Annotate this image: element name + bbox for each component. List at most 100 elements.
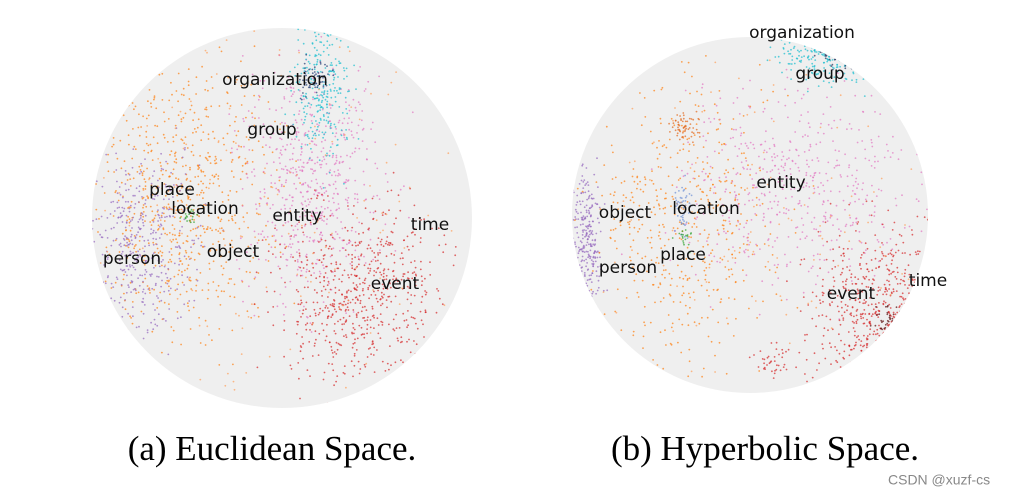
point xyxy=(585,182,588,185)
point xyxy=(771,254,774,256)
point xyxy=(224,384,227,387)
point xyxy=(849,298,851,301)
point xyxy=(777,168,780,171)
point xyxy=(141,261,144,263)
point xyxy=(742,166,744,169)
point xyxy=(313,345,316,347)
point xyxy=(697,105,700,107)
point xyxy=(310,274,313,277)
point xyxy=(240,84,243,87)
point xyxy=(864,359,866,361)
point xyxy=(141,274,144,277)
point xyxy=(763,107,766,110)
point xyxy=(336,208,338,211)
point xyxy=(326,90,329,93)
point xyxy=(155,238,158,241)
point xyxy=(370,260,373,263)
point xyxy=(313,97,316,100)
point xyxy=(326,40,329,43)
point xyxy=(354,193,356,195)
point xyxy=(856,57,859,59)
point xyxy=(829,190,832,193)
point xyxy=(802,186,805,189)
point xyxy=(295,121,298,124)
point xyxy=(637,296,640,298)
point xyxy=(593,173,596,176)
point xyxy=(425,291,428,294)
point xyxy=(146,167,149,170)
point xyxy=(126,257,129,259)
point xyxy=(392,318,395,321)
point xyxy=(325,244,328,247)
point xyxy=(862,317,865,319)
point xyxy=(305,134,307,137)
point xyxy=(154,284,157,287)
point xyxy=(302,182,305,185)
point xyxy=(361,306,364,309)
point xyxy=(347,46,349,48)
point xyxy=(762,219,764,222)
point xyxy=(241,164,244,167)
point xyxy=(776,155,779,157)
point xyxy=(167,208,170,211)
point xyxy=(800,97,803,100)
point xyxy=(369,319,372,321)
point xyxy=(160,271,163,274)
point xyxy=(808,197,811,200)
point xyxy=(361,110,364,112)
point xyxy=(745,222,748,225)
point xyxy=(681,294,684,297)
point xyxy=(857,49,859,51)
point xyxy=(180,118,183,120)
point xyxy=(681,124,683,127)
point xyxy=(247,245,250,248)
point xyxy=(689,123,692,125)
point xyxy=(346,154,348,157)
point xyxy=(835,165,837,167)
point xyxy=(326,100,329,103)
point xyxy=(723,143,725,145)
point xyxy=(588,289,590,292)
point xyxy=(824,50,827,53)
point xyxy=(577,252,580,255)
point xyxy=(832,248,834,251)
point xyxy=(154,309,156,311)
point xyxy=(311,355,314,357)
point xyxy=(320,101,323,104)
point xyxy=(134,148,137,151)
point xyxy=(272,132,275,135)
point xyxy=(817,85,820,87)
point xyxy=(849,265,852,267)
point xyxy=(142,297,145,300)
point xyxy=(281,235,283,238)
point xyxy=(725,169,727,172)
point xyxy=(810,71,813,74)
point xyxy=(926,208,928,211)
point xyxy=(804,334,806,336)
point xyxy=(132,216,135,219)
point xyxy=(230,170,233,173)
point xyxy=(149,292,151,294)
point xyxy=(308,84,311,87)
point xyxy=(298,110,301,112)
point xyxy=(208,262,211,265)
point xyxy=(836,218,839,221)
point xyxy=(297,303,300,306)
point xyxy=(320,163,323,166)
point xyxy=(165,320,167,322)
point xyxy=(358,294,361,297)
point xyxy=(877,160,879,163)
point xyxy=(835,52,838,55)
point xyxy=(87,189,89,191)
point xyxy=(851,62,854,65)
point xyxy=(826,58,829,60)
point xyxy=(305,97,308,100)
point xyxy=(99,332,102,335)
point xyxy=(763,216,765,219)
point xyxy=(848,354,851,357)
point xyxy=(129,242,132,245)
point xyxy=(734,196,737,199)
point xyxy=(174,212,177,215)
point xyxy=(128,253,131,256)
point xyxy=(663,144,666,146)
